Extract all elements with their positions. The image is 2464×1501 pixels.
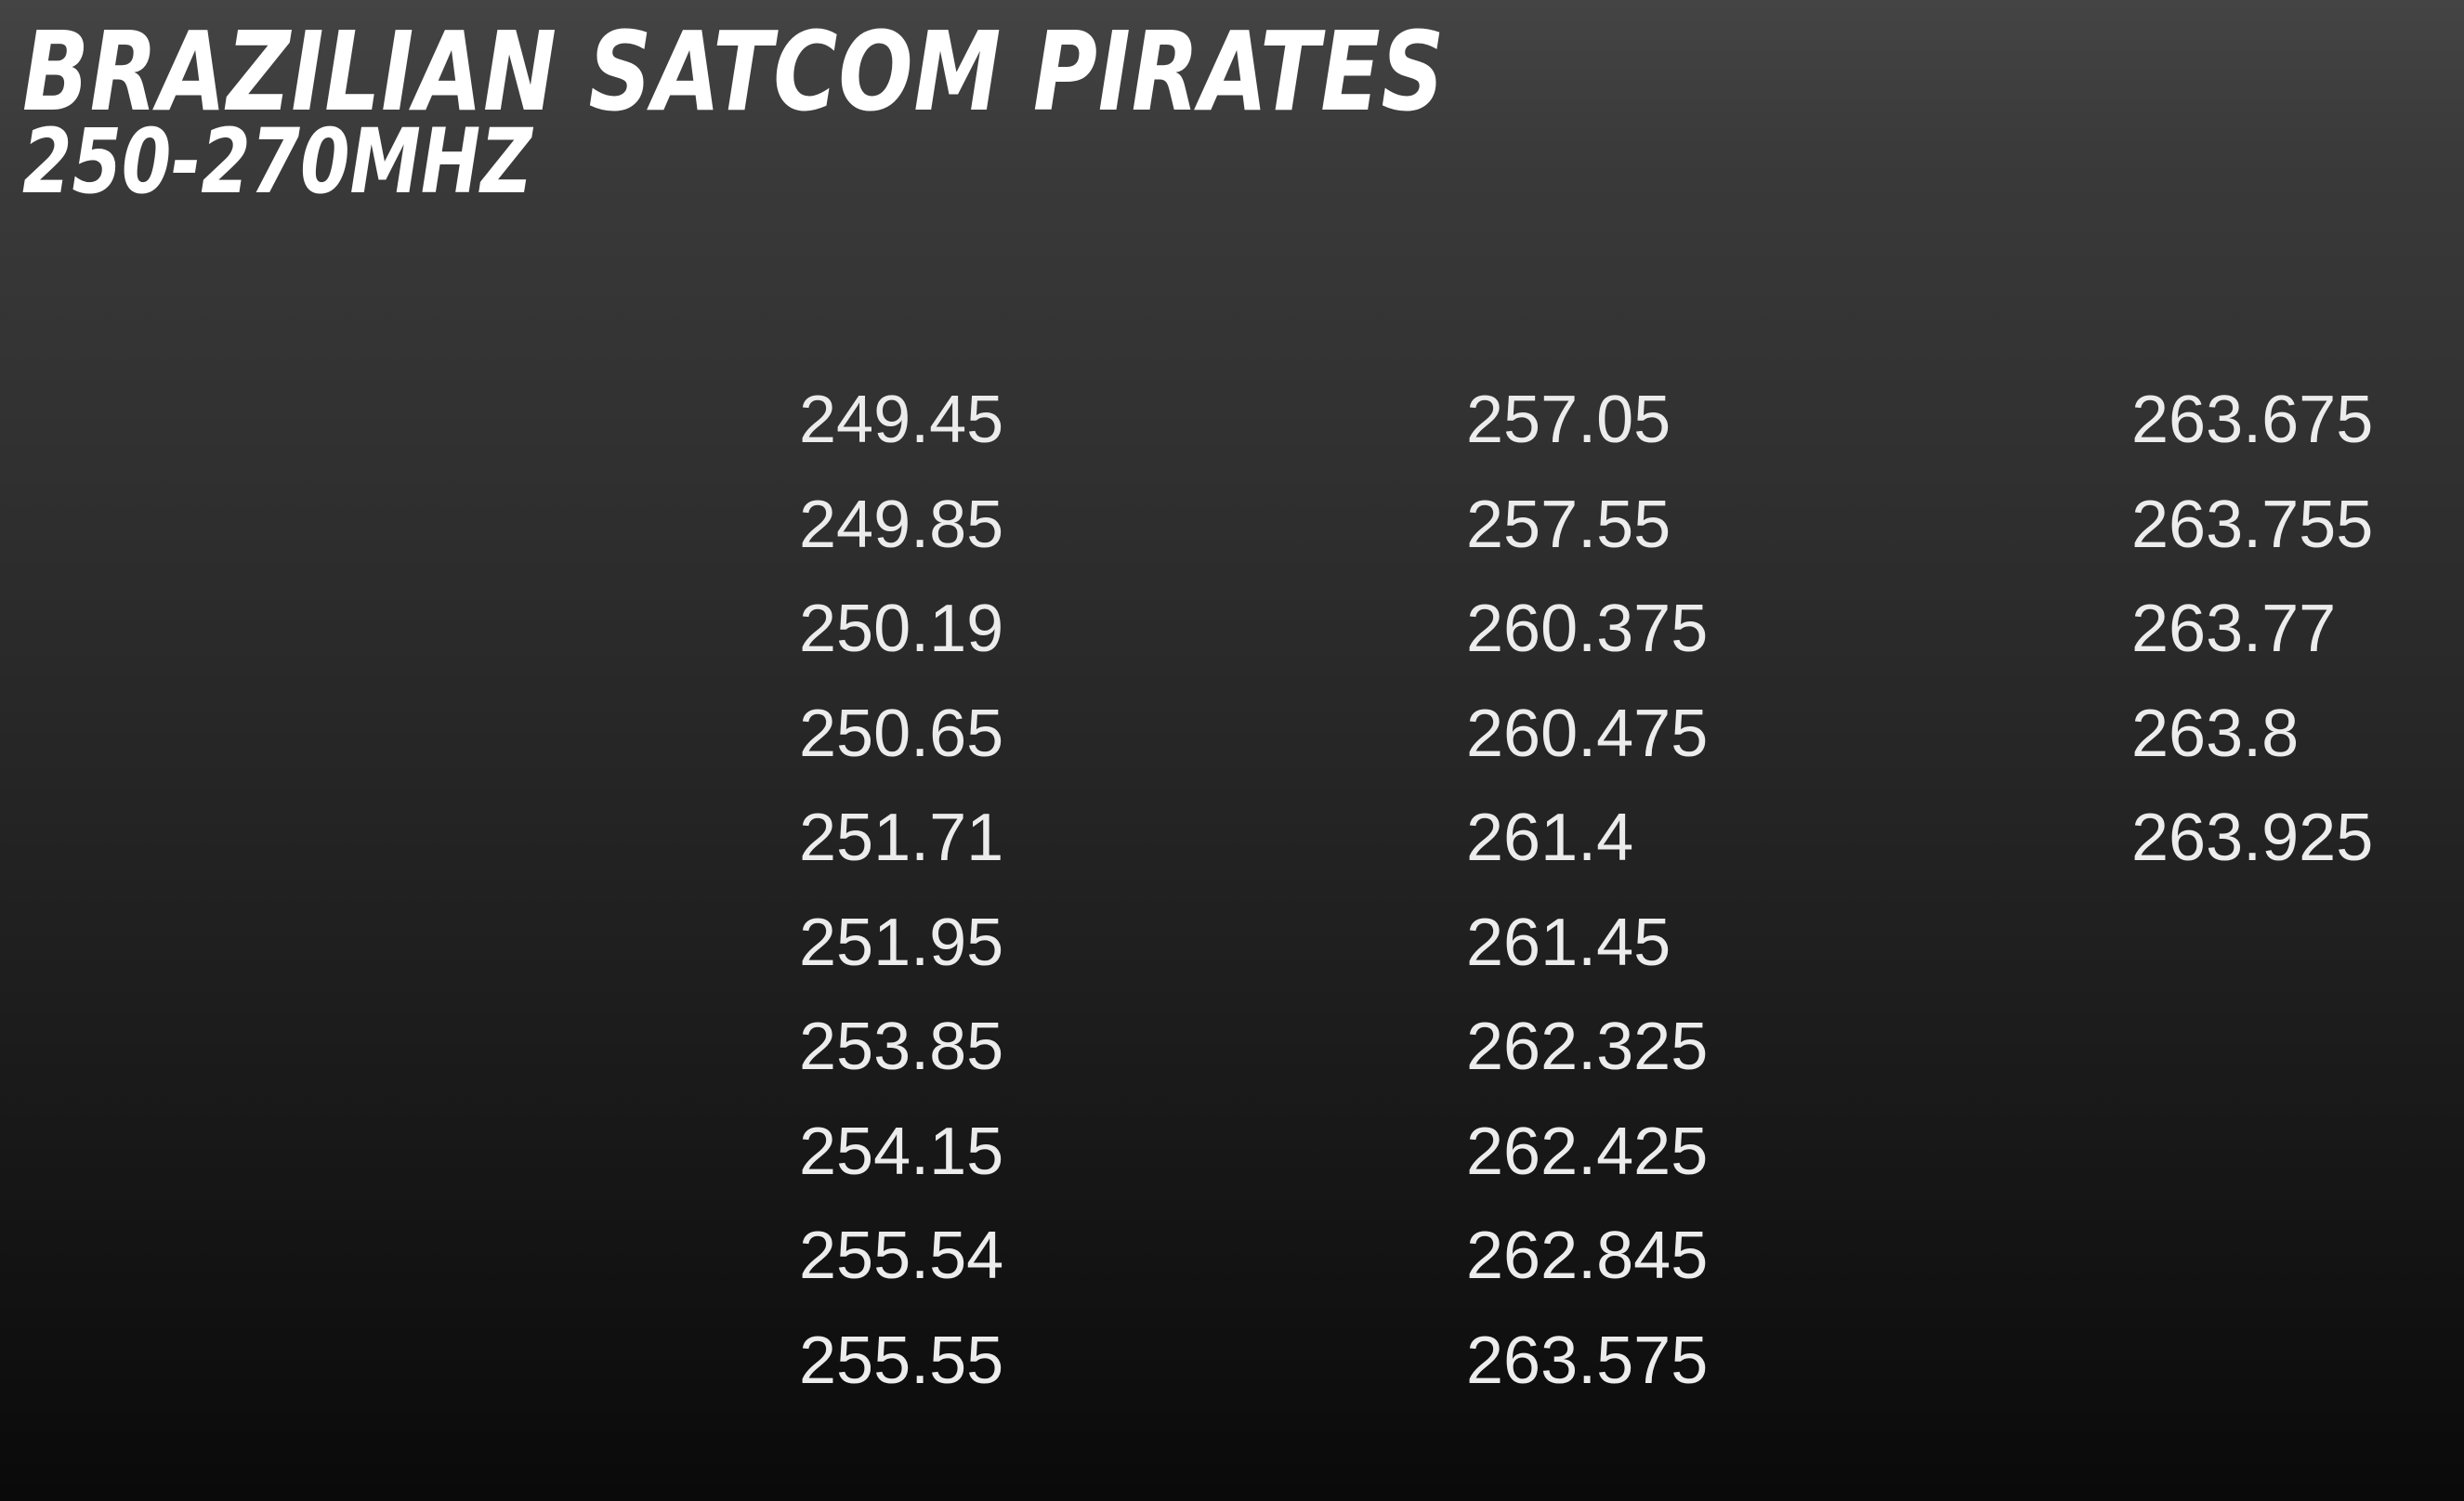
frequency-value: 257.55: [1466, 487, 1671, 562]
frequency-column-1: 249.45 249.85 250.19 250.65 251.71 251.9…: [799, 383, 1003, 1428]
frequency-value: 250.65: [799, 696, 1004, 771]
frequency-value: 263.77: [2131, 592, 2337, 666]
frequency-value: 263.925: [2131, 801, 2374, 875]
frequency-column-2: 257.05 257.55 260.375 260.475 261.4 261.…: [1466, 383, 1708, 1428]
frequency-column-3: 263.675 263.755 263.77 263.8 263.925: [2131, 383, 2373, 906]
frequency-value: 261.45: [1466, 905, 1671, 980]
slide-title: BRAZILIAN SATCOM PIRATES: [22, 7, 1446, 136]
frequency-value: 249.85: [799, 487, 1004, 562]
frequency-value: 260.475: [1466, 696, 1709, 771]
title-block: BRAZILIAN SATCOM PIRATES 250-270MHZ: [22, 17, 1602, 206]
frequency-value: 262.425: [1466, 1114, 1709, 1189]
frequency-value: 261.4: [1466, 801, 1634, 875]
frequency-value: 263.755: [2131, 487, 2374, 562]
frequency-value: 250.19: [799, 592, 1004, 666]
frequency-value: 263.8: [2131, 696, 2300, 771]
slide-subtitle: 250-270MHZ: [22, 110, 532, 214]
frequency-value: 249.45: [799, 383, 1004, 457]
frequency-value: 263.675: [2131, 383, 2374, 457]
frequency-value: 254.15: [799, 1114, 1004, 1189]
frequency-value: 262.325: [1466, 1010, 1709, 1084]
frequency-value: 255.55: [799, 1323, 1004, 1398]
frequency-value: 251.71: [799, 801, 1004, 875]
frequency-value: 251.95: [799, 905, 1004, 980]
frequency-value: 263.575: [1466, 1323, 1709, 1398]
frequency-value: 253.85: [799, 1010, 1004, 1084]
frequency-value: 260.375: [1466, 592, 1709, 666]
frequency-value: 255.54: [799, 1219, 1004, 1293]
frequency-value: 257.05: [1466, 383, 1671, 457]
frequency-value: 262.845: [1466, 1219, 1709, 1293]
